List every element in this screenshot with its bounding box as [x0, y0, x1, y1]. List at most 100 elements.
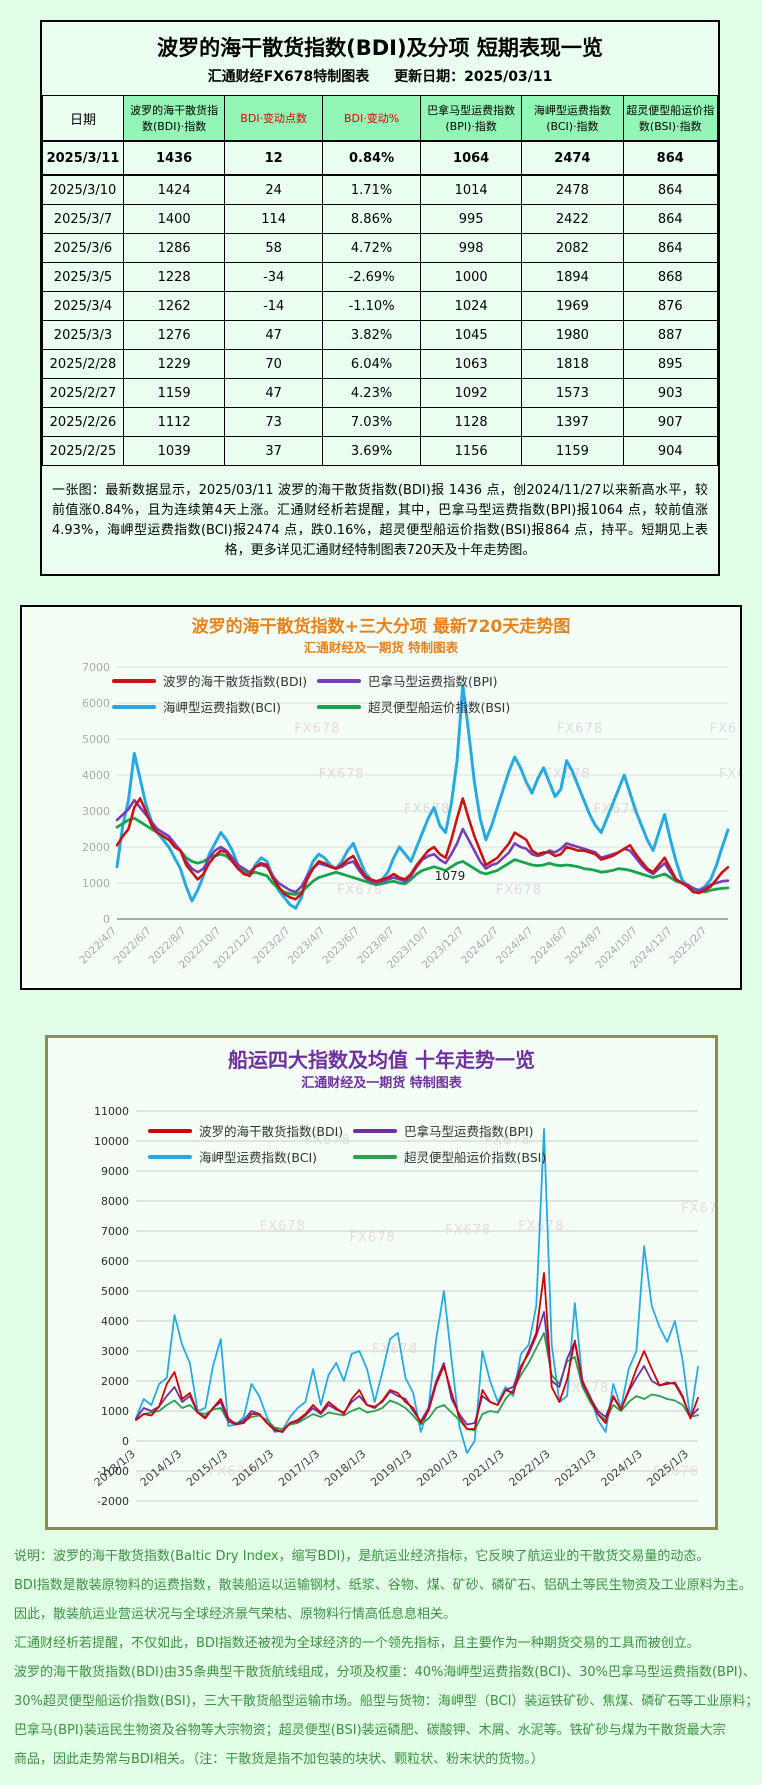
value-cell: 868: [622, 262, 718, 292]
column-header: BDI·变动点数: [224, 95, 324, 142]
y-tick-label: 6000: [101, 1255, 129, 1268]
value-cell: 37: [224, 436, 324, 466]
value-cell: 0.84%: [322, 140, 421, 176]
legend-item: 超灵便型船运价指数(BSI): [353, 1147, 546, 1166]
table-row: 2025/3/10 1424 24 1.71% 1014 2478 864: [42, 174, 718, 205]
value-cell: 864: [622, 174, 718, 205]
value-cell: 1064: [419, 140, 523, 176]
y-tick-label: 4000: [82, 769, 110, 782]
value-cell: 1229: [122, 349, 226, 379]
value-cell: 1424: [122, 174, 226, 205]
y-tick-label: 7000: [101, 1225, 129, 1238]
date-cell: 2025/3/7: [42, 204, 124, 234]
value-cell: 1573: [521, 378, 624, 408]
watermark: FX678: [404, 802, 450, 817]
watermark: FX678: [518, 1219, 564, 1234]
value-cell: -34: [224, 262, 324, 292]
y-tick-label: 0: [103, 913, 110, 926]
value-cell: 1000: [419, 262, 523, 292]
table-row: 2025/2/28 1229 70 6.04% 1063 1818 895: [42, 349, 718, 379]
x-tick-label: 2018/1/3: [322, 1447, 368, 1489]
footnote-line: BDI指数是散装原物料的运费指数，散装船运以运输钢材、纸浆、谷物、煤、矿砂、磷矿…: [14, 1578, 752, 1593]
table-row: 2025/3/4 1262 -14 -1.10% 1024 1969 876: [42, 291, 718, 321]
legend-item: 海岬型运费指数(BCI): [148, 1147, 353, 1166]
date-cell: 2025/2/28: [42, 349, 124, 379]
value-cell: 114: [224, 204, 324, 234]
value-cell: 1262: [122, 291, 226, 321]
value-cell: 1400: [122, 204, 226, 234]
value-cell: 1436: [122, 140, 226, 176]
x-tick-label: 2024/1/3: [599, 1447, 645, 1489]
value-cell: 7.03%: [322, 407, 421, 437]
x-tick-label: 2024/6/7: [529, 925, 571, 967]
y-tick-label: 9000: [101, 1165, 129, 1178]
table-row: 2025/3/11 1436 12 0.84% 1064 2474 864: [42, 140, 718, 176]
watermark: FX678: [719, 767, 740, 782]
table-subtitle: 汇通财经FX678特制图表 更新日期：2025/03/11: [42, 66, 718, 86]
value-cell: 6.04%: [322, 349, 421, 379]
value-cell: 864: [622, 140, 718, 176]
watermark: FX678: [209, 1465, 255, 1480]
value-cell: 4.23%: [322, 378, 421, 408]
value-cell: 4.72%: [322, 233, 421, 263]
watermark: FX678: [319, 767, 365, 782]
y-tick-label: 3000: [82, 805, 110, 818]
date-cell: 2025/3/10: [42, 174, 124, 205]
y-tick-label: 7000: [82, 661, 110, 674]
column-header: BDI·变动%: [322, 95, 421, 142]
value-cell: 1063: [419, 349, 523, 379]
legend-swatch: [317, 678, 361, 683]
legend-label: 超灵便型船运价指数(BSI): [368, 700, 511, 715]
legend-swatch: [148, 1154, 192, 1159]
legend-label: 海岬型运费指数(BCI): [199, 1150, 318, 1165]
value-cell: 1156: [419, 436, 523, 466]
value-cell: 1159: [122, 378, 226, 408]
value-cell: 12: [224, 140, 324, 176]
y-tick-label: -2000: [97, 1495, 129, 1508]
value-cell: 864: [622, 204, 718, 234]
value-cell: 3.69%: [322, 436, 421, 466]
legend-item: 巴拿马型运费指数(BPI): [317, 671, 510, 690]
legend-item: 巴拿马型运费指数(BPI): [353, 1121, 546, 1140]
x-tick-label: 2023/6/7: [320, 925, 362, 967]
legend-swatch: [353, 1154, 397, 1159]
series-line-3: [115, 816, 730, 896]
value-cell: -2.69%: [322, 262, 421, 292]
value-cell: 904: [622, 436, 718, 466]
legend-swatch: [353, 1128, 397, 1133]
watermark: FX678: [710, 722, 740, 737]
value-cell: 1092: [419, 378, 523, 408]
y-tick-label: -1000: [97, 1465, 129, 1478]
table-row: 2025/3/6 1286 58 4.72% 998 2082 864: [42, 233, 718, 263]
date-cell: 2025/2/27: [42, 378, 124, 408]
legend-swatch: [112, 678, 156, 683]
y-tick-label: 6000: [82, 697, 110, 710]
annotation: 1079: [435, 869, 466, 883]
legend-label: 波罗的海干散货指数(BDI): [163, 674, 308, 689]
bdi-table: 日期 波罗的海干散货指数(BDI)·指数 BDI·变动点数 BDI·变动% 巴拿马型运费…: [42, 95, 718, 466]
value-cell: 1980: [521, 320, 624, 350]
chart-720-body: 0 1000 2000 3000 4000 5000 6000 7000 FX678 FX678 F…: [22, 657, 762, 995]
watermark: FX678: [557, 722, 603, 737]
table-row: 2025/2/25 1039 37 3.69% 1156 1159 904: [42, 436, 718, 466]
y-tick-label: 0: [122, 1435, 129, 1448]
y-tick-label: 5000: [82, 733, 110, 746]
value-cell: 1397: [521, 407, 624, 437]
value-cell: 1112: [122, 407, 226, 437]
value-cell: 2082: [521, 233, 624, 263]
value-cell: 1045: [419, 320, 523, 350]
legend-label: 巴拿马型运费指数(BPI): [368, 674, 498, 689]
watermark: FX678: [545, 767, 591, 782]
value-cell: 1.71%: [322, 174, 421, 205]
value-cell: 2474: [521, 140, 624, 176]
y-tick-label: 2000: [101, 1375, 129, 1388]
value-cell: 895: [622, 349, 718, 379]
legend-label: 超灵便型船运价指数(BSI): [404, 1150, 547, 1165]
value-cell: 1228: [122, 262, 226, 292]
table-title: 波罗的海干散货指数(BDI)及分项 短期表现一览: [157, 36, 603, 60]
value-cell: 995: [419, 204, 523, 234]
legend-swatch: [317, 704, 361, 709]
value-cell: 58: [224, 233, 324, 263]
watermark: FX678: [372, 1342, 418, 1357]
